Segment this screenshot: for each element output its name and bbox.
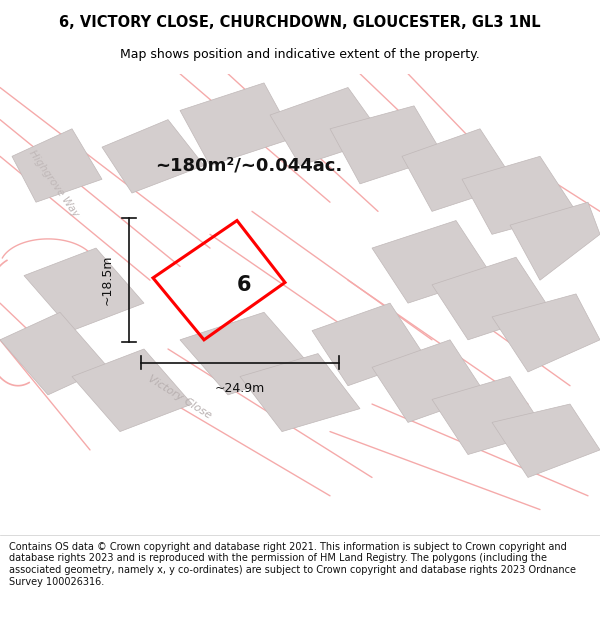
Polygon shape [180,83,294,166]
Text: Highgrove Way: Highgrove Way [27,149,81,219]
Polygon shape [432,376,546,454]
Polygon shape [312,303,426,386]
Polygon shape [24,248,144,331]
Polygon shape [432,258,552,340]
Polygon shape [372,340,486,422]
Polygon shape [102,119,204,193]
Polygon shape [180,312,312,395]
Text: ~18.5m: ~18.5m [101,255,114,306]
Polygon shape [462,156,576,234]
Polygon shape [402,129,516,211]
Polygon shape [72,349,192,432]
Text: ~24.9m: ~24.9m [215,382,265,395]
Text: Map shows position and indicative extent of the property.: Map shows position and indicative extent… [120,48,480,61]
Text: 6, VICTORY CLOSE, CHURCHDOWN, GLOUCESTER, GL3 1NL: 6, VICTORY CLOSE, CHURCHDOWN, GLOUCESTER… [59,14,541,29]
Polygon shape [270,88,384,166]
Polygon shape [372,221,492,303]
Text: Victory Close: Victory Close [146,374,214,421]
Polygon shape [492,294,600,372]
Polygon shape [12,129,102,202]
Polygon shape [0,312,108,395]
Text: ~180m²/~0.044ac.: ~180m²/~0.044ac. [155,156,343,174]
Text: Contains OS data © Crown copyright and database right 2021. This information is : Contains OS data © Crown copyright and d… [9,542,576,586]
Polygon shape [240,354,360,432]
Text: 6: 6 [236,275,251,295]
Polygon shape [492,404,600,478]
Polygon shape [330,106,444,184]
Polygon shape [510,202,600,280]
